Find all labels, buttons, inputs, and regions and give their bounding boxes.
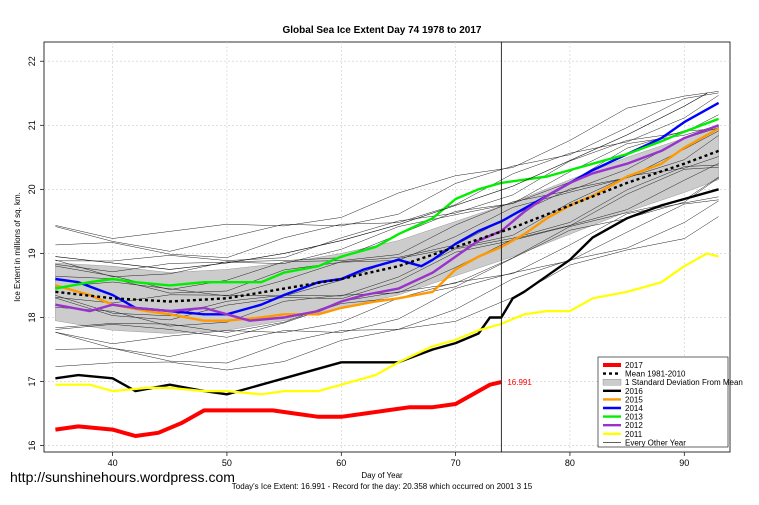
series-line-mean [55, 149, 720, 303]
x-tick-label-5: 90 [679, 458, 689, 468]
legend-label-9: Every Other Year [625, 438, 686, 447]
series-line-2013 [55, 117, 720, 290]
y-axis-label: Ice Extent in millions of sq. km. [13, 192, 22, 302]
y-tick-label-1: 17 [27, 377, 37, 387]
x-tick-label-4: 80 [565, 458, 575, 468]
chart-title: Global Sea Ice Extent Day 74 1978 to 201… [283, 25, 482, 36]
series-line-2017 [55, 380, 502, 438]
x-axis-label: Day of Year [361, 471, 403, 480]
other-year-line-17 [55, 124, 719, 273]
plot-frame [43, 41, 731, 453]
legend-label-1: Mean 1981-2010 [625, 370, 686, 379]
y-tick-label-6: 22 [27, 56, 37, 66]
y-tick-label-2: 18 [27, 312, 37, 322]
other-year-line-8 [55, 127, 719, 290]
legend-box [597, 356, 729, 448]
other-year-lines [55, 91, 719, 371]
y-tick-label-4: 20 [27, 184, 37, 194]
y-tick-label-3: 19 [27, 248, 37, 258]
legend-label-0: 2017 [625, 361, 643, 370]
y-tick-label-0: 16 [27, 441, 37, 451]
legend-label-6: 2013 [625, 413, 643, 422]
other-year-line-3 [55, 176, 719, 333]
x-tick-label-3: 70 [451, 458, 461, 468]
series-line-every-other-year [55, 93, 708, 270]
legend-label-5: 2014 [625, 404, 643, 413]
other-year-line-10 [55, 114, 719, 262]
other-year-line-4 [55, 163, 719, 327]
x-tick-label-1: 50 [222, 458, 232, 468]
footnote: Today's Ice Extent: 16.991 - Record for … [232, 482, 533, 491]
x-tick-labels: 40 50 60 70 80 90 [108, 452, 689, 468]
legend-label-8: 2011 [625, 430, 643, 439]
x-tick-label-2: 60 [336, 458, 346, 468]
other-year-line-11 [55, 95, 719, 258]
series-line-2012 [55, 124, 720, 322]
legend-label-3: 2016 [625, 387, 643, 396]
y-tick-labels: 16 17 18 19 20 21 22 [27, 56, 44, 451]
other-year-line-13 [55, 91, 719, 239]
other-year-line-5 [55, 164, 719, 317]
y-tick-label-5: 21 [27, 120, 37, 130]
end-value-label: 16.991 [507, 378, 532, 387]
series-lines [55, 93, 720, 438]
series-line-2011 [55, 252, 719, 396]
watermark-url: http://sunshinehours.wordpress.com [10, 469, 235, 485]
other-year-line-16 [55, 166, 719, 321]
legend-swatch-2 [602, 379, 622, 386]
other-year-line-14 [55, 216, 719, 371]
x-tick-label-0: 40 [108, 458, 118, 468]
legend-label-2: 1 Standard Deviation From Mean [625, 378, 743, 387]
legend-label-4: 2015 [625, 395, 643, 404]
other-year-line-12 [55, 92, 719, 252]
series-line-2016 [55, 188, 719, 396]
legend-label-7: 2012 [625, 421, 643, 430]
other-year-line-1 [55, 199, 719, 357]
